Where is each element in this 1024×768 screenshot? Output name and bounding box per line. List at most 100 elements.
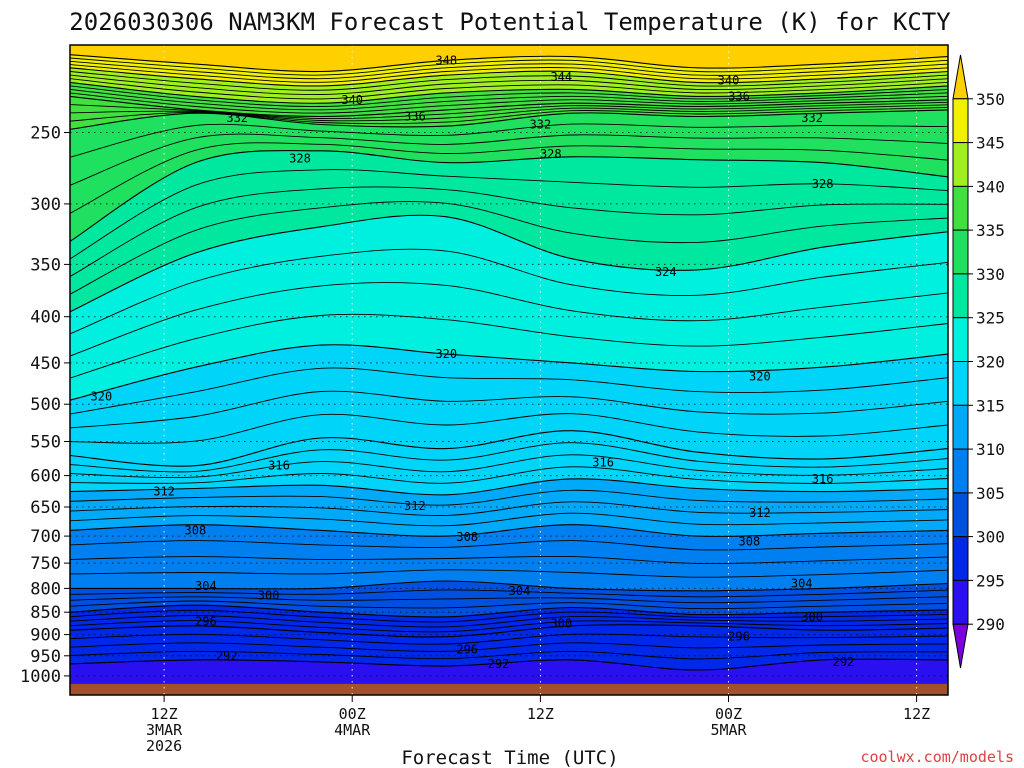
x-tick-label: 12Z <box>151 705 178 723</box>
contour-label-text: 312 <box>404 499 426 513</box>
contour-label-text: 292 <box>833 655 855 669</box>
contour-label-text: 344 <box>550 70 572 84</box>
contour-label-332: 332 <box>530 118 552 132</box>
colorbar-tick-label: 345 <box>976 134 1005 153</box>
isentrope-317 <box>70 413 948 444</box>
colorbar-segment <box>952 492 969 538</box>
isentrope-298 <box>70 615 948 628</box>
contour-label-text: 312 <box>749 506 771 520</box>
isentrope-343 <box>70 71 948 91</box>
colorbar-tick-label: 305 <box>976 484 1005 503</box>
contour-label-336: 336 <box>404 110 426 124</box>
isentrope-305 <box>70 569 948 578</box>
contour-label-text: 308 <box>739 535 761 549</box>
plot-frame <box>69 44 949 696</box>
x-tick-label: 12Z <box>903 705 930 723</box>
contour-label-text: 296 <box>456 643 478 657</box>
theta-band-332 <box>70 109 948 242</box>
isentrope-342 <box>70 74 948 96</box>
contour-label-text: 300 <box>258 589 280 603</box>
ground-surface <box>70 683 948 695</box>
colorbar-segment-top <box>952 54 969 100</box>
isentrope-325 <box>70 201 948 295</box>
x-tick-label: 3MAR <box>146 721 183 739</box>
contour-label-320: 320 <box>91 389 113 403</box>
contour-label-text: 320 <box>91 389 113 403</box>
colorbar-tick-label: 315 <box>976 396 1005 415</box>
contour-label-292: 292 <box>216 649 238 663</box>
colorbar-tick-label: 295 <box>976 571 1005 590</box>
y-tick-label: 850 <box>30 603 61 623</box>
contour-label-332: 332 <box>226 111 248 125</box>
isentrope-300 <box>70 604 948 618</box>
isentrope-318 <box>70 390 948 429</box>
isentrope-296 <box>70 624 948 638</box>
contour-label-328: 328 <box>540 147 562 161</box>
colorbar-segment <box>952 142 969 187</box>
pressure-axis: 250 300 350 400 450 500 550 600 650 700 750 800 850 9… <box>20 124 70 687</box>
contour-label-text: 304 <box>509 584 531 598</box>
y-tick-label: 350 <box>30 255 61 275</box>
contour-label-308: 308 <box>456 530 478 544</box>
isentrope-303 <box>70 589 948 598</box>
colorbar-segment <box>952 185 969 231</box>
y-tick-label: 800 <box>30 579 61 599</box>
isentrope-340 <box>70 81 948 104</box>
isentrope-345 <box>70 64 948 83</box>
colorbar-tick-label: 310 <box>976 440 1005 459</box>
theta-band-304 <box>70 581 948 617</box>
isentrope-295 <box>70 633 948 645</box>
contour-label-328: 328 <box>289 151 311 165</box>
contour-label-300: 300 <box>258 589 280 603</box>
contour-label-text: 320 <box>749 370 771 384</box>
contour-label-text: 304 <box>195 579 217 593</box>
isentrope-314 <box>70 454 948 479</box>
isentrope-347 <box>70 57 948 76</box>
contour-label-340: 340 <box>718 74 740 88</box>
contour-label-304: 304 <box>791 577 813 591</box>
contour-label-text: 316 <box>592 455 614 469</box>
colorbar-tick-label: 335 <box>976 221 1005 240</box>
isentrope-308 <box>70 524 948 537</box>
colorbar-tick-label: 320 <box>976 353 1005 372</box>
contour-label-316: 316 <box>592 455 614 469</box>
isentrope-334 <box>70 104 948 122</box>
credit-text: coolwx.com/models <box>860 748 1014 766</box>
isentrope-332 <box>70 109 948 130</box>
isentrope-312 <box>70 478 948 496</box>
contour-label-text: 312 <box>153 485 175 499</box>
contour-label-308: 308 <box>739 535 761 549</box>
contour-label-340: 340 <box>341 93 363 107</box>
colorbar-segment <box>952 404 969 450</box>
contour-label-300: 300 <box>801 610 823 624</box>
theta-band-340 <box>70 82 948 117</box>
contour-label-text: 320 <box>435 347 457 361</box>
theta-band-312 <box>70 478 948 537</box>
contour-label-text: 336 <box>728 89 750 103</box>
contour-label-332: 332 <box>801 111 823 125</box>
isentrope-323 <box>70 248 948 335</box>
isentrope-297 <box>70 620 948 633</box>
contour-label-316: 316 <box>812 472 834 486</box>
isentrope-309 <box>70 512 948 527</box>
contour-label-304: 304 <box>195 579 217 593</box>
contour-label-text: 300 <box>550 617 572 631</box>
colorbar-tick-label: 330 <box>976 265 1005 284</box>
y-tick-label: 700 <box>30 527 61 547</box>
contour-label-308: 308 <box>185 523 207 537</box>
colorbar-segment <box>952 273 969 319</box>
colorbar-tick-label: 290 <box>976 615 1005 634</box>
colorbar-tick-label: 350 <box>976 90 1005 109</box>
isentrope-293 <box>70 650 948 660</box>
contour-label-text: 308 <box>456 530 478 544</box>
isentrope-316 <box>70 430 948 467</box>
contour-label-text: 296 <box>728 630 750 644</box>
colorbar-tick-label: 300 <box>976 528 1005 547</box>
y-tick-label: 300 <box>30 195 61 215</box>
contour-label-text: 316 <box>268 459 290 473</box>
y-tick-label: 750 <box>30 554 61 574</box>
colorbar-segment <box>952 98 969 144</box>
y-tick-label: 950 <box>30 647 61 667</box>
contour-label-text: 292 <box>216 649 238 663</box>
x-tick-label: 12Z <box>527 705 554 723</box>
